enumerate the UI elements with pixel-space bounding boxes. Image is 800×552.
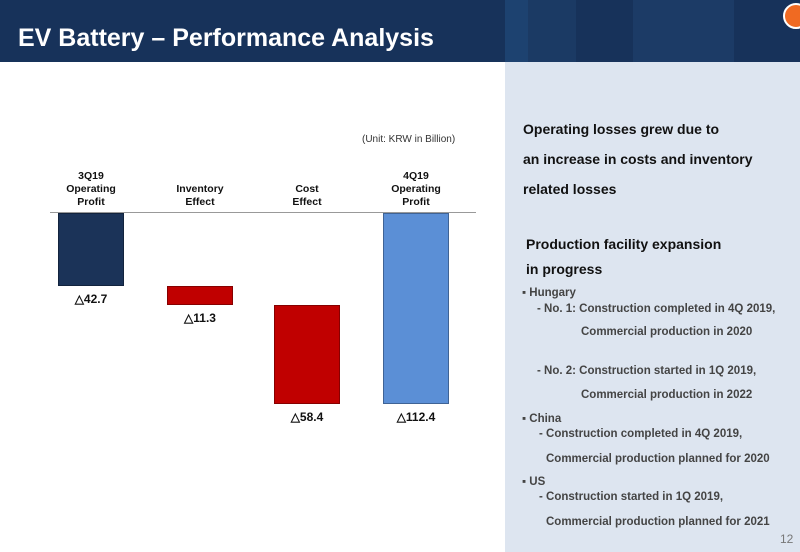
data-label: △112.4 [396,410,436,424]
category-label-line: 4Q19 [403,170,429,182]
expansion-item: ▪ US [522,476,546,488]
expansion-item: ▪ Hungary [522,287,576,299]
expansion-item: - Construction started in 1Q 2019, [539,491,724,503]
category-label: 4Q19 Operating Profit [371,170,461,209]
expansion-heading: in progress [526,261,603,277]
category-label-line: Effect [185,196,215,208]
category-label-line: Inventory [176,183,224,195]
bar-1 [167,285,233,305]
bar-3 [383,213,449,404]
data-label: △42.7 [74,291,108,306]
page-title: EV Battery – Performance Analysis [18,24,434,52]
summary-line: an increase in costs and inventory [523,151,753,167]
summary-panel [505,62,800,552]
category-label: Inventory Effect [155,183,245,209]
data-label: △11.3 [184,310,216,325]
expansion-item: ▪ China [522,413,562,425]
summary-line: Operating losses grew due to [523,121,720,137]
bar-0 [58,213,124,286]
bar-2 [274,304,340,404]
category-label-line: Operating [391,183,441,195]
unit-label: (Unit: KRW in Billion) [362,134,456,145]
category-label: Cost Effect [262,183,352,209]
category-label-line: Cost [295,183,319,195]
baseline [50,212,476,213]
expansion-item: Commercial production planned for 2021 [546,516,770,528]
summary-line: related losses [523,181,617,197]
page-number: 12 [780,532,794,546]
category-label-line: Operating [66,183,116,195]
expansion-heading: Production facility expansion [526,236,722,252]
expansion-item: Commercial production planned for 2020 [546,453,770,465]
category-label-line: Effect [292,196,322,208]
data-label: △58.4 [290,410,324,424]
expansion-item: - No. 2: Construction started in 1Q 2019… [537,365,757,377]
category-label-line: Profit [77,196,105,208]
category-label-line: Profit [402,196,430,208]
expansion-item: - Construction completed in 4Q 2019, [539,428,743,440]
category-label: 3Q19 Operating Profit [46,170,136,209]
expansion-item: Commercial production in 2022 [581,389,753,401]
logo-badge-icon [783,3,800,29]
header-bar: EV Battery – Performance Analysis [0,0,800,62]
expansion-item: Commercial production in 2020 [581,326,753,338]
expansion-item: - No. 1: Construction completed in 4Q 20… [537,303,776,315]
category-label-line: 3Q19 [78,170,104,182]
